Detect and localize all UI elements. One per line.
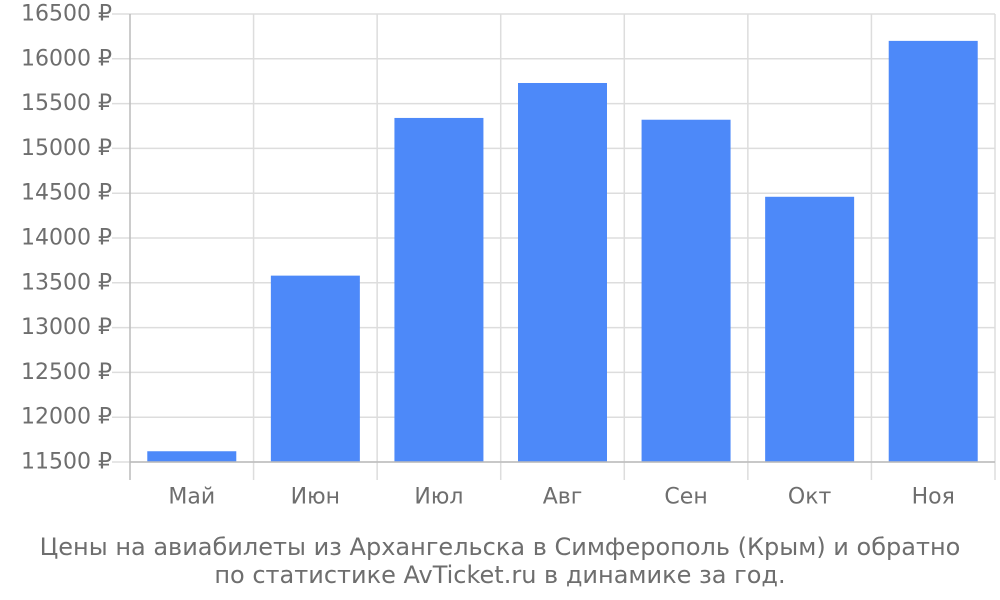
y-tick-label: 16500 ₽ xyxy=(21,2,112,27)
y-tick-label: 14000 ₽ xyxy=(21,226,112,251)
bar xyxy=(518,82,607,462)
x-tick-label: Июн xyxy=(291,485,340,510)
x-axis-ticks: Май Июн Июл Авг Сен Окт Ноя xyxy=(168,485,954,510)
x-tick-label: Май xyxy=(168,485,215,510)
y-tick-label: 12500 ₽ xyxy=(21,360,112,385)
bar xyxy=(888,40,978,462)
bar-chart: 11500 ₽ 12000 ₽ 12500 ₽ 13000 ₽ 13500 ₽ 14000… xyxy=(21,2,996,510)
x-tick-label: Авг xyxy=(543,485,583,510)
chart-caption-line-2: по статистике AvTicket.ru в динамике за … xyxy=(214,561,786,589)
bar xyxy=(147,451,237,462)
x-tick-label: Ноя xyxy=(912,485,955,510)
y-tick-label: 12000 ₽ xyxy=(21,405,112,430)
bar xyxy=(641,119,731,462)
y-tick-label: 16000 ₽ xyxy=(21,46,112,71)
y-tick-label: 15500 ₽ xyxy=(21,91,112,116)
bar xyxy=(765,196,855,462)
x-tick-label: Сен xyxy=(664,485,707,510)
y-tick-label: 15000 ₽ xyxy=(21,136,112,161)
y-tick-label: 13000 ₽ xyxy=(21,315,112,340)
x-tick-label: Окт xyxy=(788,485,832,510)
chart-caption-line-1: Цены на авиабилеты из Архангельска в Сим… xyxy=(39,533,961,561)
y-axis-ticks: 11500 ₽ 12000 ₽ 12500 ₽ 13000 ₽ 13500 ₽ 14000… xyxy=(21,2,112,475)
bar xyxy=(394,117,484,462)
y-tick-label: 11500 ₽ xyxy=(21,450,112,475)
y-tick-label: 14500 ₽ xyxy=(21,181,112,206)
y-tick-label: 13500 ₽ xyxy=(21,270,112,295)
bars-layer xyxy=(147,40,978,462)
bar xyxy=(270,275,360,462)
x-tick-label: Июл xyxy=(414,485,463,510)
